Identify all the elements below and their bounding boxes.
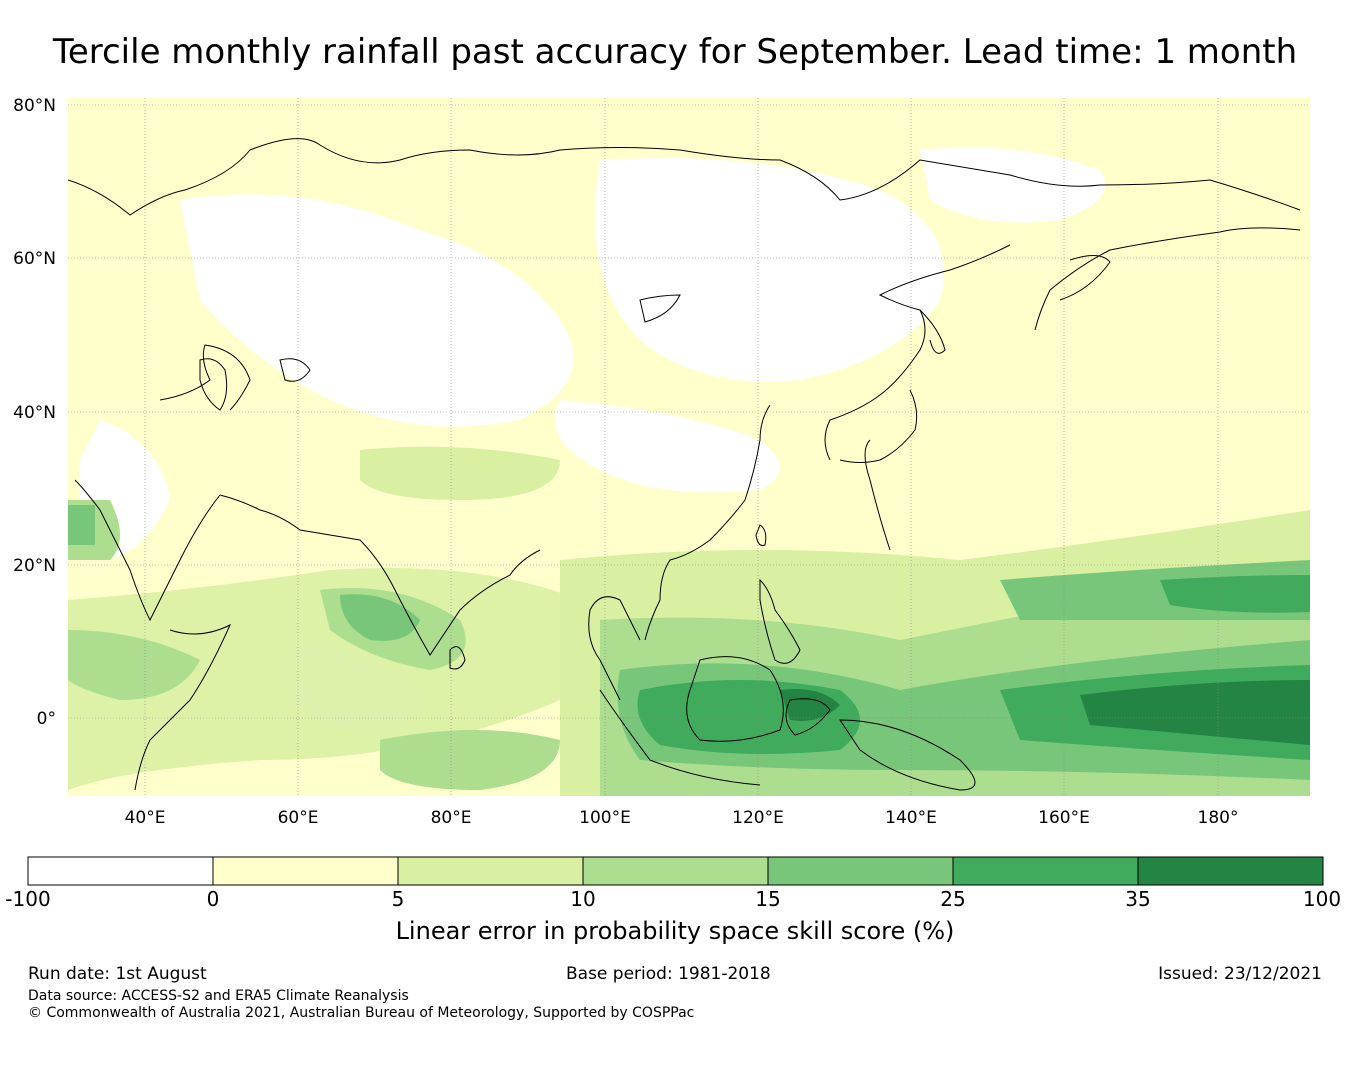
colorbar-segment	[953, 857, 1138, 885]
colorbar-segment	[28, 857, 213, 885]
chart-title: Tercile monthly rainfall past accuracy f…	[52, 32, 1298, 72]
colorbar-tick-label: -100	[5, 887, 50, 911]
colorbar-tick-label: 0	[207, 887, 220, 911]
lat-label: 40°N	[13, 403, 56, 423]
issued-date: Issued: 23/12/2021	[1158, 964, 1322, 984]
colorbar-tick-label: 100	[1303, 887, 1341, 911]
colorbar-tick-label: 15	[755, 887, 780, 911]
colorbar-tick-label: 5	[392, 887, 405, 911]
colorbar-title: Linear error in probability space skill …	[395, 917, 955, 945]
lat-label: 80°N	[13, 96, 56, 116]
lon-label: 180°	[1198, 808, 1239, 828]
graticule	[68, 98, 1310, 796]
copyright: © Commonwealth of Australia 2021, Austra…	[28, 1005, 695, 1021]
colorbar-segment	[768, 857, 953, 885]
lat-label: 20°N	[13, 556, 56, 576]
lat-label: 60°N	[13, 249, 56, 269]
colorbar: -100 0 5 10 15 25 35 100	[5, 856, 1341, 911]
colorbar-tick-label: 35	[1125, 887, 1150, 911]
colorbar-tick-label: 10	[570, 887, 595, 911]
lon-label: 60°E	[278, 808, 319, 828]
lon-label: 160°E	[1038, 808, 1090, 828]
colorbar-segment	[398, 857, 583, 885]
lon-label: 140°E	[885, 808, 937, 828]
colorbar-segment	[583, 857, 768, 885]
colorbar-tick-label: 25	[940, 887, 965, 911]
base-period: Base period: 1981-2018	[566, 964, 771, 984]
data-source: Data source: ACCESS-S2 and ERA5 Climate …	[28, 988, 409, 1004]
lat-label: 0°	[37, 709, 56, 729]
colorbar-segment	[1138, 857, 1323, 885]
lat-labels: 80°N 60°N 40°N 20°N 0°	[13, 96, 56, 729]
lon-label: 100°E	[579, 808, 631, 828]
skill-field	[68, 98, 1310, 796]
lon-label: 80°E	[431, 808, 472, 828]
colorbar-segment	[213, 857, 398, 885]
coastlines	[68, 138, 1301, 791]
lon-labels: 40°E 60°E 80°E 100°E 120°E 140°E 160°E 1…	[125, 808, 1239, 828]
lon-label: 40°E	[125, 808, 166, 828]
lon-label: 120°E	[732, 808, 784, 828]
run-date: Run date: 1st August	[28, 964, 207, 984]
